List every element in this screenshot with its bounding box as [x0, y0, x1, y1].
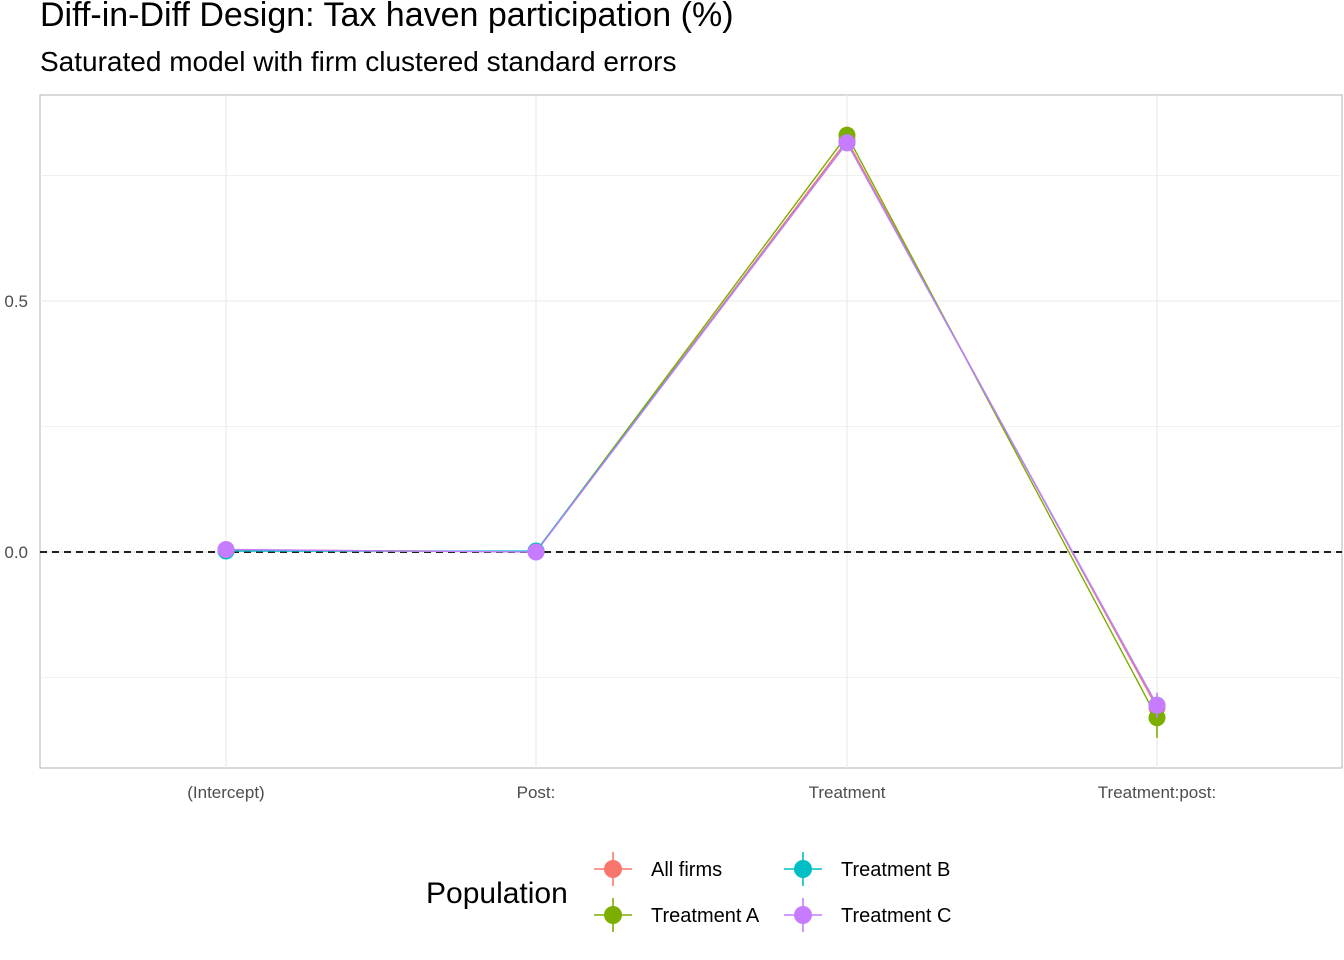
y-tick-label: 0.5 [4, 292, 28, 311]
series-line [225, 138, 1158, 709]
legend-key-point [604, 860, 622, 878]
legend-key-point [794, 860, 812, 878]
grid-layer [40, 95, 1342, 768]
x-tick-label: (Intercept) [187, 783, 264, 802]
axis-layer: 0.0 0.5 (Intercept) Post: Treatment Treatment… [4, 292, 1216, 802]
y-tick-label: 0.0 [4, 543, 28, 562]
data-point [838, 134, 856, 152]
x-tick-label: Post: [517, 783, 556, 802]
legend-label: Treatment B [841, 859, 950, 881]
legend-label: All firms [651, 859, 722, 881]
data-point [1148, 696, 1166, 714]
legend-key-point [794, 906, 812, 924]
legend-title: Population [426, 877, 568, 910]
series-line [226, 141, 1158, 706]
legend-key-point [604, 906, 622, 924]
series-line [225, 141, 1158, 706]
series-layer [217, 126, 1166, 738]
data-point [217, 541, 235, 559]
x-tick-label: Treatment:post: [1098, 783, 1216, 802]
chart-title: Diff-in-Diff Design: Tax haven participa… [40, 0, 734, 34]
data-point [527, 543, 545, 561]
chart-subtitle: Saturated model with firm clustered stan… [40, 46, 677, 77]
legend-label: Treatment C [841, 905, 951, 927]
legend-label: Treatment A [651, 905, 760, 927]
plot-panel-border [39, 94, 1343, 769]
legend: Population All firms Treatment A Treatment … [426, 852, 951, 932]
x-tick-label: Treatment [809, 783, 886, 802]
